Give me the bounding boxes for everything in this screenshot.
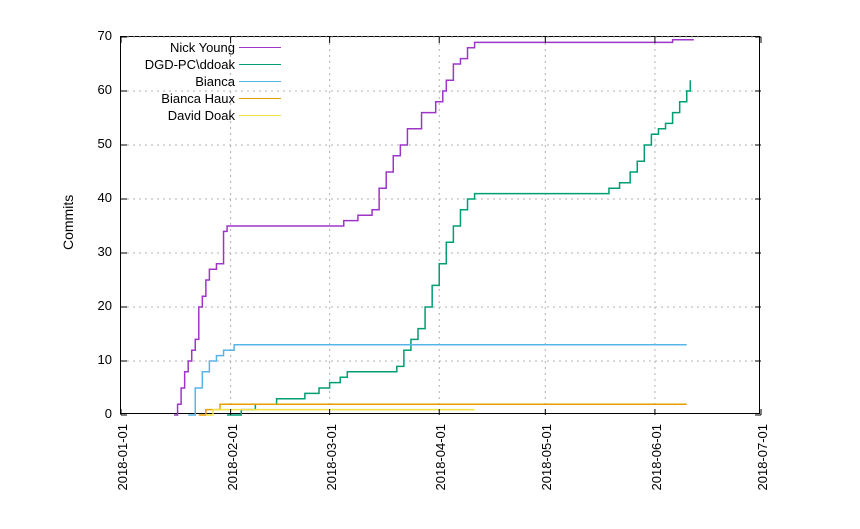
y-tick-label: 20 <box>98 298 112 313</box>
y-axis-label: Commits <box>60 195 76 250</box>
x-tick-label: 2018-07-01 <box>760 358 775 425</box>
legend-swatch <box>239 64 281 65</box>
legend-entry: Bianca <box>127 73 281 90</box>
legend-label: David Doak <box>127 108 239 123</box>
legend-entry: David Doak <box>127 107 281 124</box>
legend: Nick Young DGD-PC\ddoak Bianca Bianca Haux D… <box>127 39 281 124</box>
chart-canvas: Commits Nick Young DGD-PC\ddoak Bianca Bian… <box>0 0 860 529</box>
legend-swatch <box>239 115 281 116</box>
y-tick-label: 60 <box>98 82 112 97</box>
legend-entry: Nick Young <box>127 39 281 56</box>
legend-entry: Bianca Haux <box>127 90 281 107</box>
x-tick-label: 2018-05-01 <box>544 358 559 425</box>
y-tick-label: 70 <box>98 28 112 43</box>
y-tick-label: 30 <box>98 244 112 259</box>
x-tick-label: 2018-06-01 <box>654 358 669 425</box>
legend-label: DGD-PC\ddoak <box>127 57 239 72</box>
y-tick-label: 40 <box>98 190 112 205</box>
x-tick-label: 2018-02-01 <box>230 358 245 425</box>
legend-label: Bianca <box>127 74 239 89</box>
legend-label: Nick Young <box>127 40 239 55</box>
legend-swatch <box>239 98 281 99</box>
y-tick-label: 0 <box>105 406 112 421</box>
legend-swatch <box>239 81 281 82</box>
y-tick-label: 10 <box>98 352 112 367</box>
x-tick-label: 2018-04-01 <box>438 358 453 425</box>
y-tick-label: 50 <box>98 136 112 151</box>
series-line <box>227 80 690 415</box>
legend-swatch <box>239 47 281 48</box>
legend-label: Bianca Haux <box>127 91 239 106</box>
y-axis-label-text: Commits <box>60 195 76 250</box>
x-tick-label: 2018-03-01 <box>329 358 344 425</box>
legend-entry: DGD-PC\ddoak <box>127 56 281 73</box>
x-tick-label: 2018-01-01 <box>120 358 135 425</box>
